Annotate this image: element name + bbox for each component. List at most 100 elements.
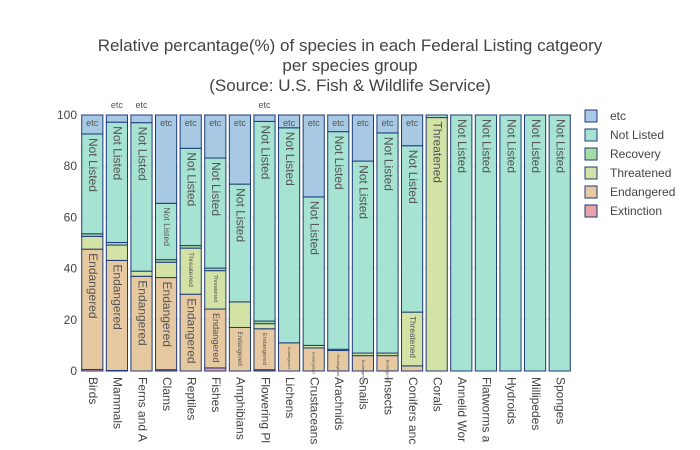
bar-segment[interactable] bbox=[524, 114, 547, 372]
bar-label: Endangered bbox=[111, 264, 125, 329]
bar-label: Endangered bbox=[236, 331, 243, 366]
gridlines bbox=[80, 114, 572, 372]
bar-segment[interactable] bbox=[450, 114, 473, 372]
bar-segment[interactable] bbox=[548, 114, 571, 372]
x-tick-label: Flowering Pl bbox=[258, 377, 272, 443]
bar-segment[interactable] bbox=[81, 114, 104, 135]
legend-item[interactable]: Not Listed bbox=[584, 128, 664, 142]
bar-segment[interactable] bbox=[401, 365, 424, 372]
bar-segment[interactable] bbox=[327, 114, 350, 133]
bar-label: Not Listed bbox=[209, 162, 223, 216]
bar-label: Not Listed bbox=[554, 119, 568, 173]
legend-item[interactable]: Recovery bbox=[584, 147, 661, 161]
legend-item[interactable]: etc bbox=[584, 109, 626, 123]
bar-label: Not Listed bbox=[258, 125, 272, 179]
bar-segment[interactable] bbox=[130, 114, 153, 124]
legend-label: Extinction bbox=[610, 204, 662, 218]
x-tick-label: Birds bbox=[86, 377, 100, 404]
bar-label: etc bbox=[160, 118, 173, 128]
bar-label: Not Listed bbox=[529, 119, 543, 173]
x-tick-label: Ferns and A bbox=[135, 377, 149, 442]
bar-label: Not Listed bbox=[357, 165, 371, 219]
bar-label-above: etc bbox=[135, 100, 148, 110]
legend-swatch bbox=[584, 128, 598, 142]
legend-swatch bbox=[584, 185, 598, 199]
bars: Endangered Not Listed etc Endangered Not Lis… bbox=[81, 114, 571, 382]
bar-segment[interactable] bbox=[105, 114, 128, 123]
bar-segment[interactable] bbox=[105, 244, 128, 261]
bar-label: etc bbox=[332, 118, 345, 128]
bar-segment[interactable] bbox=[302, 114, 325, 198]
bar-label: Endangered bbox=[135, 280, 149, 345]
bar-label: Endangered bbox=[287, 347, 292, 369]
bar-segment[interactable] bbox=[155, 261, 178, 279]
x-tick-label: Corals bbox=[431, 377, 445, 412]
bar-segment[interactable] bbox=[401, 114, 424, 147]
x-tick-label: Mammals bbox=[111, 377, 125, 429]
bar-label: Not Listed bbox=[332, 136, 346, 190]
legend-label: Endangered bbox=[610, 185, 675, 199]
chart-title-line: per species group bbox=[282, 56, 417, 75]
bar-label: etc bbox=[86, 118, 99, 128]
bar-segment[interactable] bbox=[81, 235, 104, 250]
x-tick-label: Arachnids bbox=[332, 377, 346, 430]
x-tick-label: Flatworms a bbox=[480, 377, 494, 443]
bar-segment[interactable] bbox=[499, 114, 522, 372]
bar-label: Endangered bbox=[185, 298, 199, 363]
bar-segment[interactable] bbox=[253, 323, 276, 330]
legend-label: Recovery bbox=[610, 147, 661, 161]
legend-item[interactable]: Endangered bbox=[584, 185, 675, 199]
bar-segment[interactable] bbox=[278, 114, 301, 129]
x-tick-label: Crustaceans bbox=[308, 377, 322, 444]
bar-segment[interactable] bbox=[474, 114, 497, 372]
bar-label: Threatened bbox=[431, 122, 445, 183]
bar-segment[interactable] bbox=[179, 114, 202, 149]
y-tick-label: 40 bbox=[64, 262, 78, 276]
legend-swatch bbox=[584, 204, 598, 218]
bar-segment[interactable] bbox=[228, 114, 251, 185]
legend-item[interactable]: Threatened bbox=[584, 166, 671, 180]
bar-label: Not Listed bbox=[111, 126, 125, 180]
bar-segment[interactable] bbox=[376, 114, 399, 134]
x-tick-label: Hydroids bbox=[504, 377, 518, 424]
legend-swatch bbox=[584, 166, 598, 180]
bar-label: Not Listed bbox=[162, 207, 172, 246]
chart-title-line: (Source: U.S. Fish & Wildlife Service) bbox=[209, 76, 491, 95]
y-tick-label: 100 bbox=[57, 108, 77, 122]
bar-label: Not Listed bbox=[455, 119, 469, 173]
bar-label: Not Listed bbox=[283, 132, 297, 186]
bar-label: Endangered bbox=[261, 333, 267, 365]
legend-label: Threatened bbox=[610, 166, 671, 180]
legend-item[interactable]: Extinction bbox=[584, 204, 662, 218]
bar-label: Not Listed bbox=[504, 119, 518, 173]
bar-segment[interactable] bbox=[253, 114, 276, 122]
bar-label: Threatened bbox=[408, 316, 417, 358]
bar-segment[interactable] bbox=[351, 114, 374, 162]
bar-label: etc bbox=[209, 118, 222, 128]
bar-label: Endangered bbox=[361, 360, 366, 382]
bar-segment[interactable] bbox=[425, 114, 448, 119]
bar-segment[interactable] bbox=[130, 270, 153, 277]
bar-segment[interactable] bbox=[228, 301, 251, 328]
legend[interactable]: etc Not Listed Recovery Threatened Endangere… bbox=[584, 109, 675, 218]
bar-label: Endangered bbox=[211, 313, 221, 363]
bar-label: Not Listed bbox=[308, 201, 322, 255]
x-tick-label: Annelid Wor bbox=[455, 377, 469, 442]
legend-label: Not Listed bbox=[610, 128, 664, 142]
bar-label: Not Listed bbox=[185, 152, 199, 206]
bar-label-above: etc bbox=[258, 100, 271, 110]
y-axis: 0 20 40 60 80 100 bbox=[57, 108, 77, 378]
bar-label: etc bbox=[283, 118, 296, 128]
bar-segment[interactable] bbox=[204, 114, 227, 159]
legend-swatch bbox=[584, 147, 598, 161]
chart-title: Relative percantage(%) of species in eac… bbox=[98, 36, 603, 95]
bar-label: Not Listed bbox=[234, 188, 248, 242]
bar-label: Endangered bbox=[312, 352, 317, 374]
bar-label: Not Listed bbox=[135, 127, 149, 181]
x-axis: Birds Mammals Ferns and A Clams Reptiles Fish… bbox=[86, 377, 567, 444]
bar-label: Endangered bbox=[86, 253, 100, 318]
chart-title-line: Relative percantage(%) of species in eac… bbox=[98, 36, 603, 55]
bar-label: Not Listed bbox=[381, 137, 395, 191]
bar-segment[interactable] bbox=[155, 114, 178, 204]
